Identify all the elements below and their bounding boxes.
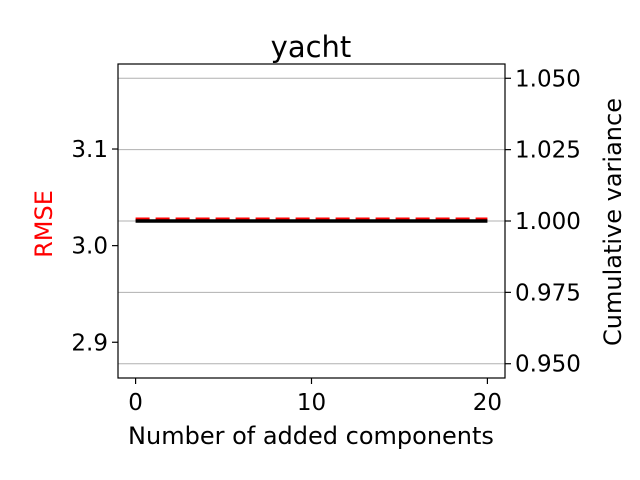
x-tick-label: 20 <box>473 390 502 416</box>
x-tick-label: 10 <box>297 390 326 416</box>
right-y-tick-label: 1.000 <box>515 209 581 235</box>
x-tick-label: 0 <box>128 390 143 416</box>
x-axis-ticks: 0 10 20 <box>128 378 502 416</box>
right-y-axis-label: Cumulative variance <box>599 98 627 346</box>
chart-title: yacht <box>271 30 352 64</box>
right-y-tick-label: 0.950 <box>515 352 581 378</box>
right-y-axis-ticks: 0.950 0.975 1.000 1.025 1.050 <box>505 66 581 378</box>
x-axis-label: Number of added components <box>128 422 494 450</box>
left-y-tick-label: 2.9 <box>71 330 108 356</box>
right-y-tick-label: 1.025 <box>515 138 581 164</box>
right-y-tick-label: 0.975 <box>515 280 581 306</box>
series-lines <box>135 217 488 223</box>
left-y-axis-label: RMSE <box>30 190 58 258</box>
left-y-tick-label: 3.0 <box>71 234 108 260</box>
left-y-tick-label: 3.1 <box>71 137 108 163</box>
left-y-axis-ticks: 2.9 3.0 3.1 <box>71 137 118 356</box>
right-y-tick-label: 1.050 <box>515 66 581 92</box>
